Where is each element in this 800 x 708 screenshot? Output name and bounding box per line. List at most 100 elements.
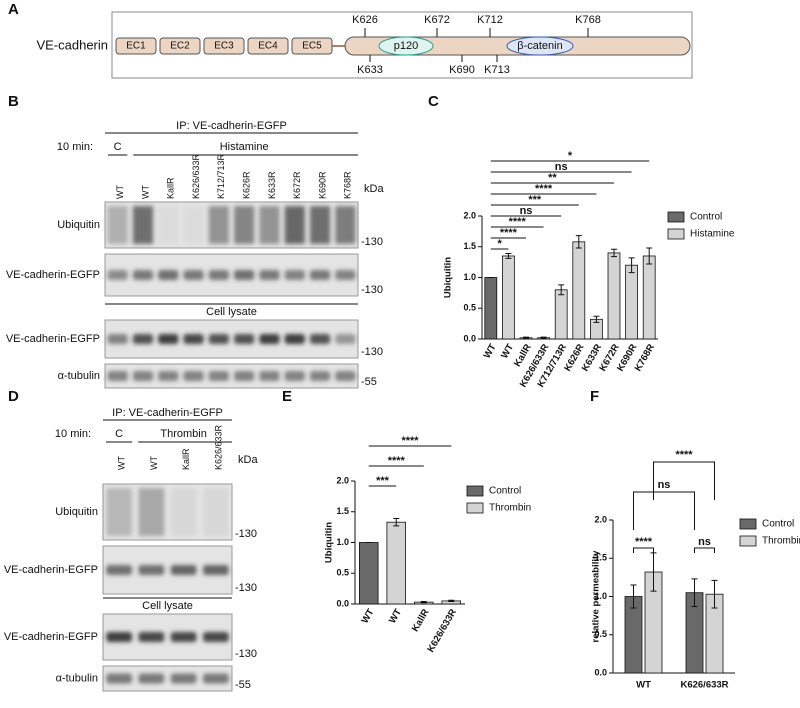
smear (208, 206, 229, 244)
lane-label: K768R (343, 171, 353, 199)
smear (158, 206, 178, 244)
y-tick-label: 0.0 (594, 667, 607, 677)
significance-label: *** (376, 475, 390, 487)
significance-bracket (633, 547, 654, 553)
x-tick-label: WT (636, 680, 651, 691)
bar (554, 289, 568, 340)
band (259, 334, 280, 344)
smear (138, 488, 165, 536)
band (158, 334, 179, 344)
binder (506, 36, 574, 56)
row-label: α-tubulin (58, 370, 100, 382)
band (284, 270, 305, 280)
lane-label: KallR (181, 448, 191, 470)
error-bar (448, 599, 455, 603)
site-label: K633 (357, 64, 383, 76)
band (335, 334, 356, 344)
time-label: 10 min: (55, 428, 91, 440)
condition-label: C (114, 141, 122, 153)
bar (607, 252, 621, 340)
smear (107, 206, 128, 244)
band (202, 632, 229, 642)
x-tick-label: WT (482, 342, 499, 360)
y-tick-label: 0.5 (336, 568, 349, 578)
marker-label: -130 (235, 528, 257, 540)
kda-label: kDa (364, 183, 384, 195)
bar (484, 277, 498, 340)
error-bar (540, 336, 547, 339)
panel-label: C (428, 93, 439, 110)
site-label: K768 (575, 14, 601, 26)
x-tick-label: K626/633R (680, 680, 728, 691)
binder (378, 36, 434, 56)
error-bar (593, 315, 600, 323)
band (234, 270, 255, 280)
marker-label: -130 (235, 648, 257, 660)
panel-label: A (8, 1, 19, 18)
site-label: K690 (449, 64, 475, 76)
marker-label: -130 (235, 582, 257, 594)
significance-label: **** (388, 455, 406, 467)
significance-label: **** (675, 449, 693, 461)
smear (202, 488, 229, 536)
legend-label: Control (489, 486, 521, 497)
significance-label: ns (555, 161, 568, 173)
band (138, 565, 165, 575)
significance-bracket (653, 461, 715, 500)
bar (386, 521, 406, 605)
band (132, 371, 154, 381)
band (106, 632, 133, 642)
legend-swatch (739, 518, 757, 530)
legend-swatch (667, 211, 685, 223)
y-tick-label: 2.0 (336, 475, 349, 485)
lane-label: WT (117, 456, 127, 470)
error-bar (628, 257, 635, 274)
domain-label: EC2 (170, 41, 190, 52)
smear (132, 206, 154, 244)
time-label: 10 min: (57, 141, 93, 153)
legend-label: Thrombin (489, 503, 531, 514)
legend-swatch (667, 228, 685, 240)
y-tick-label: 1.5 (336, 506, 349, 516)
significance-label: **** (535, 183, 553, 195)
y-tick-label: 1.5 (463, 241, 476, 251)
band (202, 565, 229, 575)
x-tick-label: WT (360, 607, 377, 625)
panel-label: B (8, 93, 19, 110)
lane-label: K672R (292, 171, 302, 199)
band (335, 371, 356, 381)
significance-bracket (694, 547, 715, 553)
bar (572, 241, 586, 340)
band (183, 371, 204, 381)
bar (642, 255, 656, 340)
row-label: Ubiquitin (57, 219, 100, 231)
significance-label: ns (658, 479, 671, 491)
smear (170, 488, 197, 536)
smear (309, 206, 331, 244)
band (309, 270, 331, 280)
error-bar (420, 601, 427, 604)
lane-label: K626R (242, 171, 252, 199)
band (309, 334, 331, 344)
error-bar (505, 253, 512, 259)
row-label: α-tubulin (56, 672, 98, 684)
band (106, 673, 133, 684)
marker-label: -130 (361, 284, 383, 296)
band (202, 673, 229, 684)
ip-label: IP: VE-cadherin-EGFP (176, 120, 287, 132)
band (309, 371, 331, 381)
significance-label: **** (635, 536, 653, 548)
marker-label: -130 (361, 236, 383, 248)
domain-label: EC1 (126, 41, 146, 52)
lane-label: K626/633R (191, 153, 201, 199)
panel-label: F (590, 388, 599, 405)
domain (159, 37, 201, 55)
band (284, 334, 305, 344)
condition-label: Histamine (220, 141, 269, 153)
y-tick-label: 1.0 (463, 272, 476, 282)
significance-bracket (633, 491, 695, 530)
marker-label: -55 (361, 376, 377, 388)
x-tick-label: WT (387, 607, 404, 625)
significance-label: * (497, 238, 502, 250)
